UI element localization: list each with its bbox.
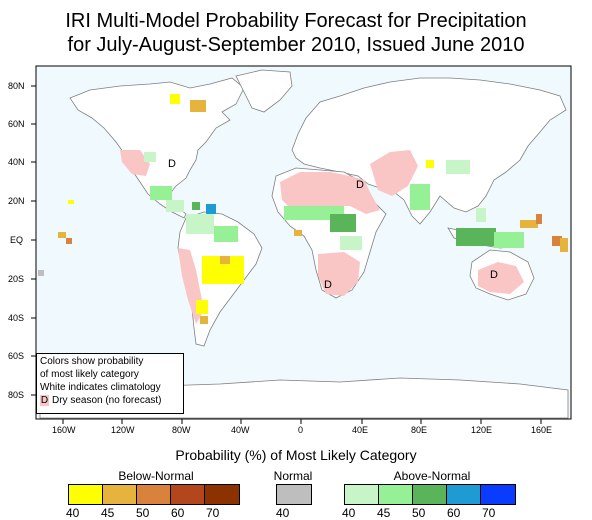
lon-label-120e: 120E — [471, 425, 492, 435]
swatch-above-40 — [345, 485, 379, 504]
legend-normal-label: Normal — [273, 469, 313, 483]
legend-normal-swatches — [276, 484, 312, 505]
inset-legend-dry-row: D Dry season (no forecast) — [40, 394, 180, 407]
tick-normal-40: 40 — [276, 506, 290, 520]
lat-label-80n: 80N — [8, 81, 25, 91]
tick-above-70: 70 — [482, 506, 496, 520]
dry-marker-sahara: D — [356, 179, 364, 191]
map-title-line-1: IRI Multi-Model Probability Forecast for… — [65, 10, 527, 32]
dry-marker-southern-africa: D — [324, 279, 332, 291]
swatch-above-50 — [413, 485, 447, 504]
map-title-line-2: for July-August-September 2010, Issued J… — [67, 34, 525, 56]
below-normal-regions — [58, 94, 568, 324]
normal-region — [38, 270, 44, 276]
tick-above-60: 60 — [447, 506, 461, 520]
lon-label-40e: 40E — [352, 425, 368, 435]
legend-above-normal-ticks: 40 45 50 60 70 — [342, 506, 517, 520]
swatch-below-45 — [103, 485, 137, 504]
dry-region-australia — [478, 262, 524, 294]
tick-below-50: 50 — [136, 506, 150, 520]
dry-region-north-africa — [280, 172, 380, 214]
lat-label-20n: 20N — [8, 196, 25, 206]
lat-label-80s: 80S — [8, 390, 24, 400]
tick-below-60: 60 — [171, 506, 185, 520]
dry-region-southern-africa — [318, 252, 360, 296]
dry-region-middle-east — [370, 150, 418, 196]
lat-label-40n: 40N — [8, 157, 25, 167]
inset-legend-line-1: Colors show probability — [40, 356, 144, 367]
legend-below-normal-ticks: 40 45 50 60 70 — [66, 506, 241, 520]
swatch-above-60 — [447, 485, 481, 504]
swatch-below-40 — [69, 485, 103, 504]
legend-below-normal-label: Below-Normal — [118, 469, 194, 483]
lon-label-80w: 80W — [172, 425, 191, 435]
dry-marker-australia: D — [490, 269, 498, 281]
inset-legend: Colors show probability of most likely c… — [36, 353, 184, 414]
legend-title: Probability (%) of Most Likely Category — [175, 447, 417, 463]
lat-label-20s: 20S — [8, 274, 24, 284]
lon-label-0: 0 — [298, 425, 303, 435]
inset-legend-line-3: White indicates climatology — [40, 382, 161, 393]
tick-below-70: 70 — [206, 506, 220, 520]
inset-legend-line-2: of most likely category — [40, 369, 139, 380]
lon-label-80e: 80E — [411, 425, 427, 435]
lat-label-eq: EQ — [10, 235, 23, 245]
legend-above-normal-swatches — [344, 484, 516, 505]
dry-season-swatch: D — [40, 395, 49, 406]
tick-below-40: 40 — [66, 506, 80, 520]
tick-above-50: 50 — [412, 506, 426, 520]
swatch-normal-40 — [277, 485, 311, 504]
eurasia — [291, 77, 567, 225]
dry-season-regions — [120, 150, 524, 324]
lon-label-160w: 160W — [52, 425, 76, 435]
dry-season-text: Dry season (no forecast) — [52, 395, 162, 406]
dry-marker-mexico: D — [168, 158, 176, 170]
greenland — [235, 69, 293, 113]
lat-label-60n: 60N — [8, 119, 25, 129]
lon-label-120w: 120W — [111, 425, 135, 435]
swatch-above-45 — [379, 485, 413, 504]
tick-above-45: 45 — [377, 506, 391, 520]
lat-label-40s: 40S — [8, 313, 24, 323]
lon-label-40w: 40W — [231, 425, 250, 435]
tick-below-45: 45 — [101, 506, 115, 520]
tick-above-40: 40 — [342, 506, 356, 520]
swatch-below-70 — [205, 485, 239, 504]
legend-normal-ticks: 40 — [276, 506, 311, 520]
lon-label-160e: 160E — [531, 425, 552, 435]
lat-label-60s: 60S — [8, 351, 24, 361]
above-normal-regions — [144, 152, 524, 250]
legend-below-normal-swatches — [68, 484, 240, 505]
swatch-below-50 — [137, 485, 171, 504]
swatch-below-60 — [171, 485, 205, 504]
legend-above-normal-label: Above-Normal — [393, 469, 471, 483]
swatch-above-70 — [481, 485, 515, 504]
dry-region-mexico — [120, 150, 150, 176]
